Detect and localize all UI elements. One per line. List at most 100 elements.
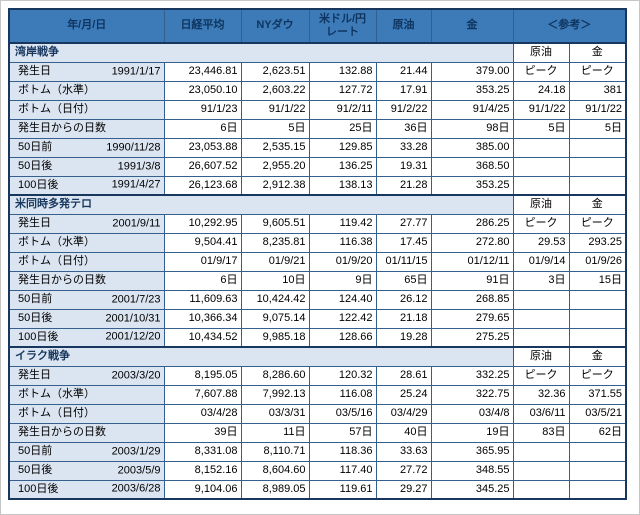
oil-peak-cell: 91/1/22 [512,99,570,120]
table-header-row: 年/月/日 日経平均 NYダウ 米ドル/円 レート 原油 金 ＜参考＞ [8,8,627,44]
value-cell: 132.88 [308,61,377,82]
value-cell: 2,603.22 [240,80,310,101]
value-cell: 116.08 [308,384,377,405]
table-row: ボトム（水準） 9,504.41 8,235.81 116.38 17.45 272.80… [8,232,627,253]
value-cell: 01/9/17 [163,251,242,272]
row-label: 発生日からの日数 [18,273,106,286]
gold-peak-cell [568,156,627,177]
row-date: 1991/1/17 [111,64,161,77]
table-row: 50日前 1990/11/28 23,053.88 2,535.15 129.85 33.… [8,137,627,158]
value-cell: 23,446.81 [163,61,242,82]
row-date: 2003/6/28 [111,482,161,495]
row-header-cell: 50日後 1991/3/8 [8,156,165,177]
gold-peak-cell: 381 [568,80,627,101]
value-cell: 9,985.18 [240,327,310,348]
gold-peak-header: 金 [568,42,627,63]
section-title-row: 米同時多発テロ 原油金 [8,194,627,215]
value-cell: 26.12 [375,289,432,310]
value-cell: 36日 [375,118,432,139]
value-cell: 03/3/31 [240,403,310,424]
value-cell: 7,992.13 [240,384,310,405]
table-row: 発生日からの日数 6日 10日 9日 65日 91日 3日 15日 [8,270,627,291]
value-cell: 40日 [375,422,432,443]
row-date: 2001/9/11 [112,216,161,229]
oil-peak-cell [512,308,570,329]
row-date: 2003/1/29 [111,444,161,457]
value-cell: 8,604.60 [240,460,310,481]
value-cell: 8,195.05 [163,365,242,386]
table-row: 発生日 2001/9/11 10,292.95 9,605.51 119.42 27.77… [8,213,627,234]
oil-peak-cell [512,156,570,177]
row-header-cell: ボトム（水準） [8,384,165,405]
gold-peak-cell: 91/1/22 [568,99,627,120]
row-date: 2003/3/20 [111,368,161,381]
table-row: 100日後 2003/6/28 9,104.06 8,989.05 119.61 29.2… [8,479,627,500]
value-cell: 91日 [430,270,514,291]
row-label: 100日後 [18,178,59,191]
value-cell: 11日 [240,422,310,443]
gold-peak-cell: 15日 [568,270,627,291]
oil-peak-cell: 24.18 [512,80,570,101]
value-cell: 9,504.41 [163,232,242,253]
value-cell: 379.00 [430,61,514,82]
value-cell: 322.75 [430,384,514,405]
value-cell: 116.38 [308,232,377,253]
gold-peak-cell [568,175,627,196]
gold-peak-cell [568,289,627,310]
row-header-cell: 50日前 2001/7/23 [8,289,165,310]
row-label: ボトム（水準） [18,235,95,248]
value-cell: 19.28 [375,327,432,348]
value-cell: 10,434.52 [163,327,242,348]
table-row: 発生日からの日数 39日 11日 57日 40日 19日 83日 62日 [8,422,627,443]
value-cell: 19.31 [375,156,432,177]
row-header-cell: 50日前 1990/11/28 [8,137,165,158]
value-cell: 21.28 [375,175,432,196]
row-label: 発生日からの日数 [18,121,106,134]
value-cell: 91/1/22 [240,99,310,120]
row-label: ボトム（水準） [18,387,95,400]
oil-peak-cell [512,175,570,196]
oil-peak-cell [512,137,570,158]
row-header-cell: 100日後 2003/6/28 [8,479,165,500]
gold-peak-header: 金 [568,346,627,367]
value-cell: 03/4/29 [375,403,432,424]
value-cell: 272.80 [430,232,514,253]
row-label: 50日前 [18,140,53,153]
table-row: 50日後 2003/5/9 8,152.16 8,604.60 117.40 27.72 3… [8,460,627,481]
value-cell: 2,912.38 [240,175,310,196]
row-header-cell: ボトム（水準） [8,232,165,253]
row-header-cell: ボトム（水準） [8,80,165,101]
section-title-row: イラク戦争 原油金 [8,346,627,367]
table-row: 50日前 2001/7/23 11,609.63 10,424.42 124.40 26.… [8,289,627,310]
gold-peak-cell: 01/9/26 [568,251,627,272]
row-header-cell: 100日後 2001/12/20 [8,327,165,348]
header-usd-jpy-line1: 米ドル/円 [318,12,367,25]
value-cell: 01/9/21 [240,251,310,272]
value-cell: 6日 [163,270,242,291]
section-title: 米同時多発テロ [8,194,514,215]
value-cell: 26,123.68 [163,175,242,196]
value-cell: 29.27 [375,479,432,500]
oil-peak-cell: 01/9/14 [512,251,570,272]
value-cell: 2,955.20 [240,156,310,177]
header-date-col: 年/月/日 [8,8,165,44]
value-cell: 26,607.52 [163,156,242,177]
oil-peak-cell: 5日 [512,118,570,139]
header-usd-jpy: 米ドル/円 レート [308,8,377,44]
value-cell: 91/1/23 [163,99,242,120]
gold-peak-cell [568,460,627,481]
row-date: 2001/12/20 [105,330,161,343]
row-label: ボトム（日付） [18,102,95,115]
row-label: ボトム（日付） [18,406,95,419]
header-reference: ＜参考＞ [512,8,627,44]
table-row: ボトム（日付） 91/1/23 91/1/22 91/2/11 91/2/22 91/4/… [8,99,627,120]
table-row: 発生日 2003/3/20 8,195.05 8,286.60 120.32 28.61 3… [8,365,627,386]
value-cell: 128.66 [308,327,377,348]
oil-peak-cell [512,479,570,500]
value-cell: 275.25 [430,327,514,348]
oil-peak-cell: 29.53 [512,232,570,253]
row-header-cell: ボトム（日付） [8,403,165,424]
header-oil: 原油 [375,8,432,44]
value-cell: 01/11/15 [375,251,432,272]
